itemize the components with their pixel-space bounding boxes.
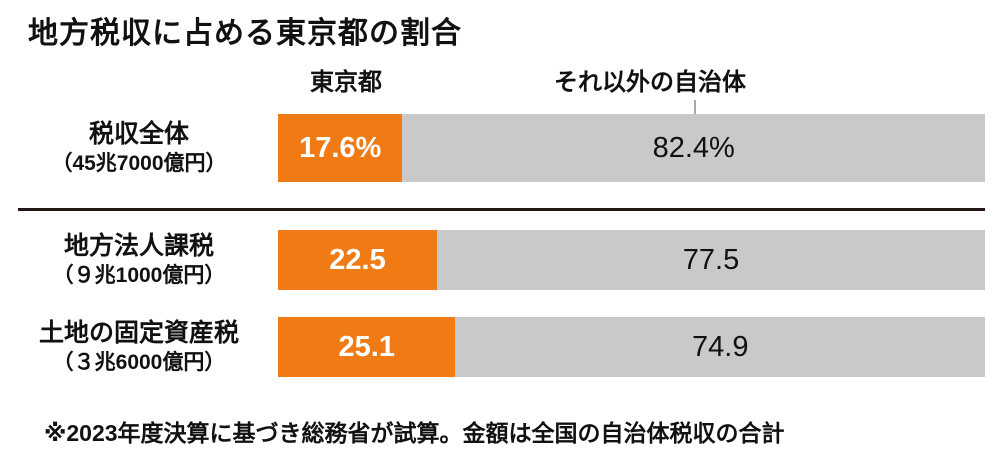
chart-row-property: 土地の固定資産税 （３兆6000億円） 25.1 74.9 xyxy=(0,317,985,377)
chart-row-corporate: 地方法人課税 （９兆1000億円） 22.5 77.5 xyxy=(0,230,985,290)
bar-value-tokyo: 17.6% xyxy=(299,131,382,164)
bar-segment-tokyo: 17.6% xyxy=(278,114,403,182)
chart-title: 地方税収に占める東京都の割合 xyxy=(28,17,462,50)
bar-value-tokyo: 22.5 xyxy=(329,243,386,276)
row-label: 地方法人課税 xyxy=(63,232,214,261)
bar-segment-other: 74.9 xyxy=(455,317,985,377)
stacked-bar: 25.1 74.9 xyxy=(278,317,985,377)
row-label: 税収全体 xyxy=(88,120,189,149)
bar-segment-other: 77.5 xyxy=(437,230,985,290)
row-label-group: 土地の固定資産税 （３兆6000億円） xyxy=(0,317,278,377)
row-sublabel: （９兆1000億円） xyxy=(52,263,226,287)
header-tick-line xyxy=(694,100,696,115)
bar-value-other: 77.5 xyxy=(682,243,740,276)
row-label-group: 税収全体 （45兆7000億円） xyxy=(0,114,278,182)
row-sublabel: （45兆7000億円） xyxy=(51,151,227,175)
bar-segment-tokyo: 22.5 xyxy=(278,230,438,290)
column-header-tokyo: 東京都 xyxy=(310,69,382,96)
bar-segment-tokyo: 25.1 xyxy=(278,317,456,377)
section-divider xyxy=(18,208,985,211)
bar-value-tokyo: 25.1 xyxy=(338,330,395,363)
chart-row-total: 税収全体 （45兆7000億円） 17.6% 82.4% xyxy=(0,114,985,182)
row-label: 土地の固定資産税 xyxy=(38,319,239,348)
bar-value-other: 74.9 xyxy=(692,330,749,363)
row-label-group: 地方法人課税 （９兆1000億円） xyxy=(0,230,278,290)
column-header-other: それ以外の自治体 xyxy=(554,69,746,96)
stacked-bar: 22.5 77.5 xyxy=(278,230,985,290)
stacked-bar: 17.6% 82.4% xyxy=(278,114,985,182)
row-sublabel: （３兆6000億円） xyxy=(52,350,226,374)
bar-value-other: 82.4% xyxy=(652,131,735,164)
footnote: ※2023年度決算に基づき総務省が試算。金額は全国の自治体税収の合計 xyxy=(44,420,785,446)
bar-segment-other: 82.4% xyxy=(402,114,985,182)
